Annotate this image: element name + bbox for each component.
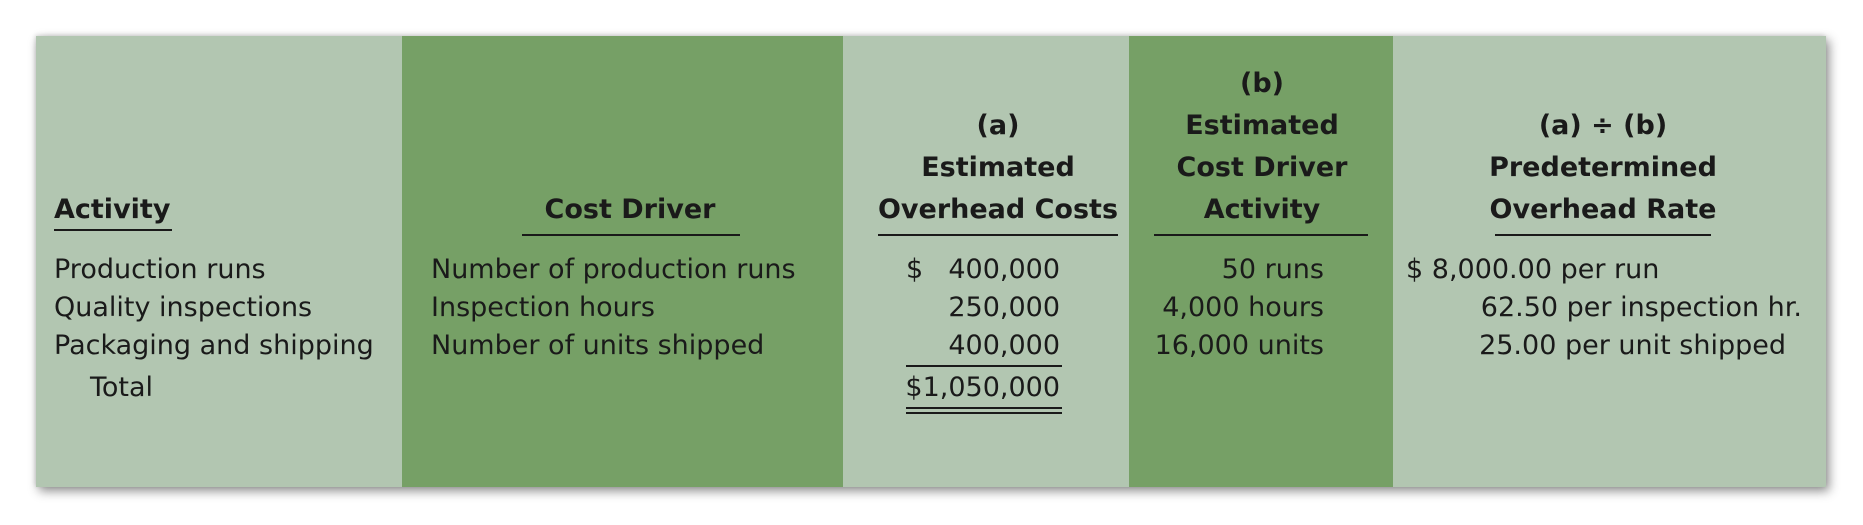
header-b-line2: Cost Driver bbox=[1176, 152, 1348, 183]
header-rate-label: (a) ÷ (b) bbox=[1538, 110, 1668, 141]
header-b-label: (b) bbox=[1239, 68, 1285, 99]
total-double-underline-bottom bbox=[906, 412, 1062, 414]
column-estimated-cost-driver-activity bbox=[1129, 36, 1393, 487]
header-rate-underline bbox=[1495, 234, 1711, 236]
header-a-underline bbox=[878, 234, 1118, 236]
column-cost-driver bbox=[402, 36, 843, 487]
total-cost: $1,050,000 bbox=[905, 372, 1060, 403]
header-activity-underline bbox=[54, 229, 172, 231]
column-estimated-overhead-costs bbox=[843, 36, 1129, 487]
row-1-cost-prefix: $ bbox=[906, 254, 924, 285]
header-b-line1: Estimated bbox=[1185, 110, 1339, 141]
row-2-activity: Quality inspections bbox=[54, 292, 313, 323]
row-3-driver: Number of units shipped bbox=[431, 330, 765, 361]
header-b-underline bbox=[1154, 234, 1368, 236]
row-3-rate: 25.00 per unit shipped bbox=[1479, 330, 1786, 361]
row-2-driver: Inspection hours bbox=[431, 292, 655, 323]
header-rate-line1: Predetermined bbox=[1489, 152, 1717, 183]
header-b-line3: Activity bbox=[1203, 194, 1321, 225]
header-a-line2: Overhead Costs bbox=[877, 194, 1119, 225]
cost-table: Activity Cost Driver (a) Estimated Overh… bbox=[36, 36, 1826, 487]
header-a-line1: Estimated bbox=[921, 152, 1075, 183]
total-double-underline-top bbox=[906, 407, 1062, 409]
row-3-activity-qty: 16,000 units bbox=[1154, 330, 1324, 361]
row-3-activity: Packaging and shipping bbox=[54, 330, 374, 361]
header-cost-driver-underline bbox=[522, 234, 740, 236]
column-predetermined-overhead-rate bbox=[1393, 36, 1826, 487]
row-1-activity-qty: 50 runs bbox=[1221, 254, 1324, 285]
row-1-driver: Number of production runs bbox=[431, 254, 796, 285]
row-3-cost: 400,000 bbox=[948, 330, 1060, 361]
total-label: Total bbox=[90, 372, 154, 403]
header-a-label: (a) bbox=[976, 110, 1020, 141]
row-2-activity-qty: 4,000 hours bbox=[1162, 292, 1324, 323]
row-2-cost: 250,000 bbox=[948, 292, 1060, 323]
column-activity bbox=[36, 36, 402, 487]
row-1-cost: 400,000 bbox=[948, 254, 1060, 285]
row-2-rate: 62.50 per inspection hr. bbox=[1480, 292, 1802, 323]
row-1-rate: $ 8,000.00 per run bbox=[1406, 254, 1660, 285]
header-rate-line2: Overhead Rate bbox=[1489, 194, 1717, 225]
header-cost-driver: Cost Driver bbox=[544, 194, 716, 225]
row-1-activity: Production runs bbox=[54, 254, 266, 285]
header-activity: Activity bbox=[54, 194, 171, 225]
subtotal-underline bbox=[906, 365, 1062, 367]
